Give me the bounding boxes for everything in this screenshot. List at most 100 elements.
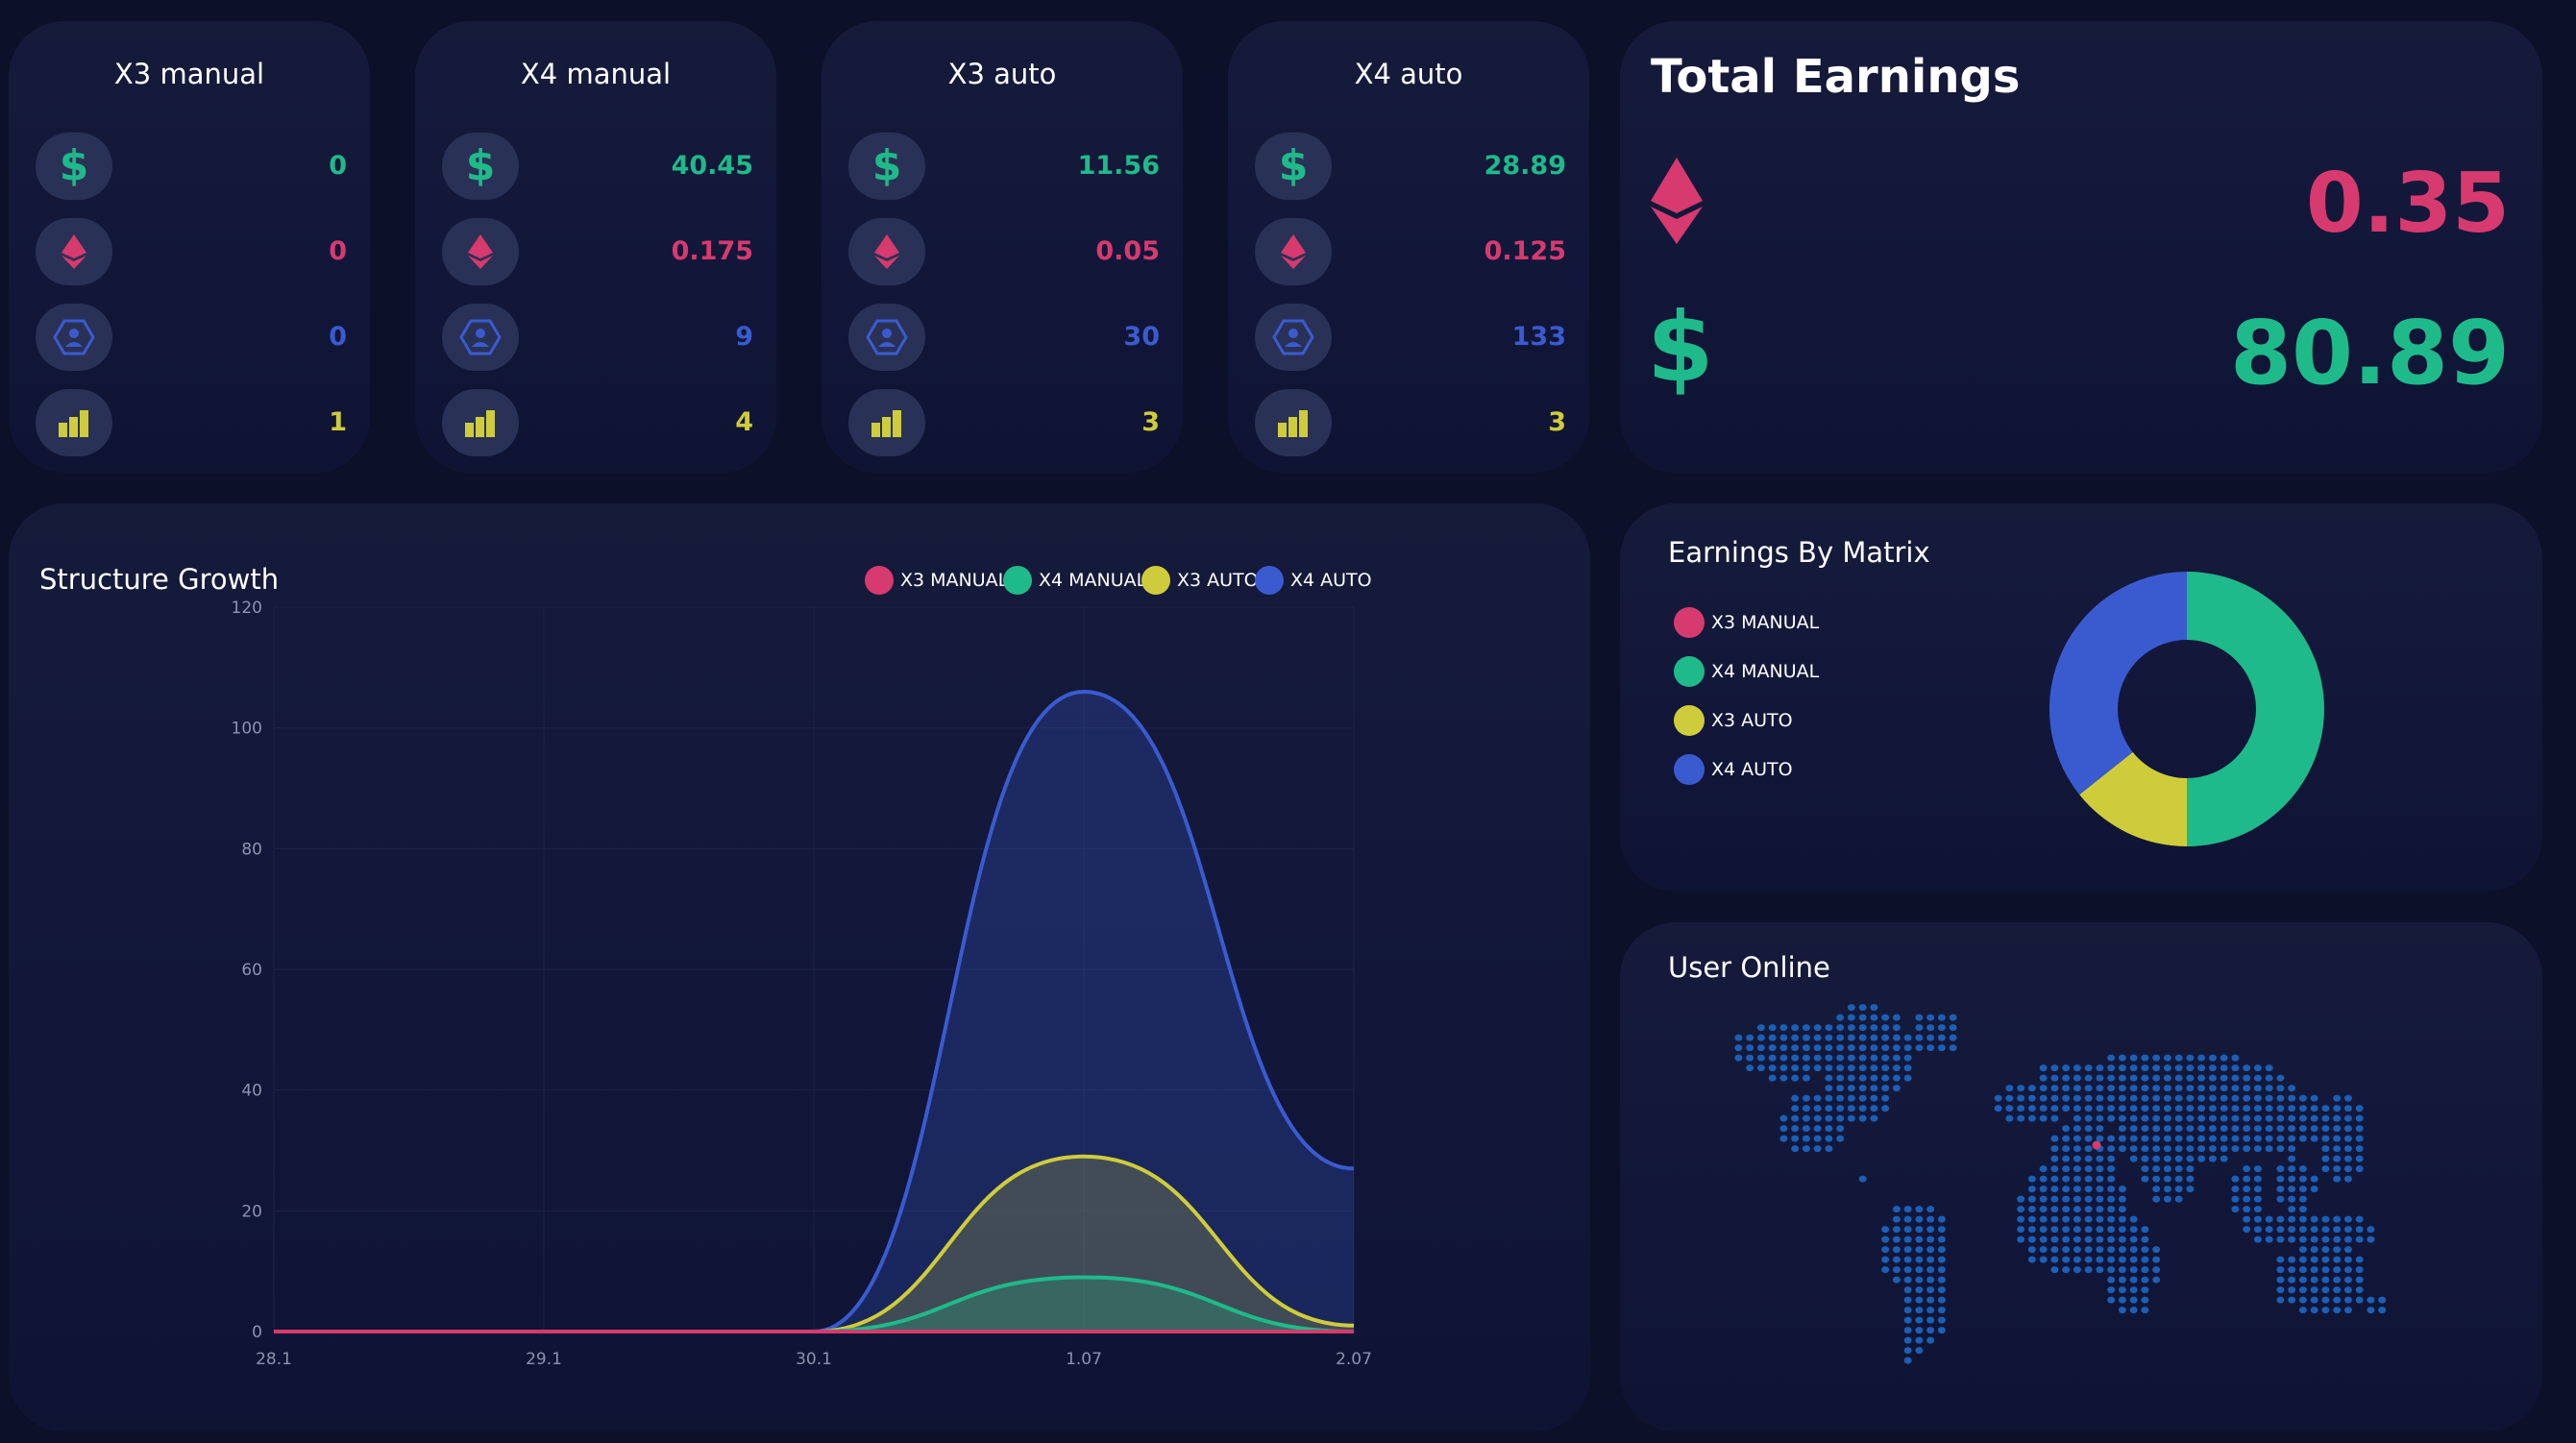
series-area	[274, 1277, 1354, 1332]
matrix-card-x4-manual: X4 manual $ 40.45 0.175 9 4	[415, 21, 776, 473]
total-earnings-title: Total Earnings	[1651, 50, 2021, 104]
structure-growth-title: Structure Growth	[39, 563, 280, 596]
partners-value: 9	[735, 322, 753, 352]
legend-x3-manual[interactable]: X3 MANUAL	[865, 566, 1008, 595]
levels-row: 1	[36, 389, 347, 456]
matrix-card-x3-auto: X3 auto $ 11.56 0.05 30 3	[822, 21, 1183, 473]
y-tick-label: 0	[252, 1323, 262, 1342]
structure-growth-panel: Structure Growth X3 MANUAL X4 MANUAL X3 …	[9, 503, 1590, 1431]
earnings-donut-chart	[2049, 572, 2324, 846]
levels-row: 4	[442, 389, 753, 456]
legend-x3-manual[interactable]: X3 MANUAL	[1674, 607, 1819, 638]
legend-label: X3 AUTO	[1177, 570, 1259, 591]
dollar-icon: $	[36, 133, 112, 200]
legend-label: X4 MANUAL	[1711, 661, 1820, 682]
eth-value: 0.175	[671, 236, 753, 266]
levels-icon	[1255, 389, 1332, 456]
partners-icon	[36, 304, 112, 371]
donut-slice[interactable]	[2049, 572, 2187, 795]
legend-dot	[865, 566, 894, 595]
legend-label: X4 AUTO	[1711, 759, 1793, 780]
partners-row: 30	[848, 304, 1160, 371]
total-eth-value: 0.35	[2305, 156, 2510, 252]
legend-x3-auto[interactable]: X3 AUTO	[1141, 566, 1259, 595]
ethereum-icon	[848, 218, 925, 285]
partners-icon	[1255, 304, 1332, 371]
partners-row: 133	[1255, 304, 1566, 371]
eth-row: 0.125	[1255, 218, 1566, 285]
legend-x4-auto[interactable]: X4 AUTO	[1255, 566, 1372, 595]
ethereum-icon	[1651, 158, 1703, 248]
eth-value: 0.125	[1484, 236, 1566, 266]
levels-value: 1	[329, 407, 347, 437]
earnings-by-matrix-panel: Earnings By Matrix X3 MANUAL X4 MANUAL X…	[1620, 503, 2542, 892]
partners-value: 133	[1511, 322, 1566, 352]
dollar-icon: $	[1255, 133, 1332, 200]
ethereum-icon	[36, 218, 112, 285]
levels-row: 3	[1255, 389, 1566, 456]
usd-value: 28.89	[1484, 151, 1566, 181]
usd-value: 11.56	[1077, 151, 1160, 181]
world-map-icon	[1734, 1004, 2387, 1364]
legend-x3-auto[interactable]: X3 AUTO	[1674, 705, 1793, 736]
dollar-icon: $	[848, 133, 925, 200]
dollar-icon: $	[442, 133, 519, 200]
x-tick-label: 30.1	[796, 1350, 832, 1369]
usd-value: 40.45	[671, 151, 753, 181]
legend-label: X4 AUTO	[1290, 570, 1372, 591]
matrix-card-x4-auto: X4 auto $ 28.89 0.125 133 3	[1228, 21, 1589, 473]
user-online-title: User Online	[1668, 951, 1830, 984]
partners-icon	[848, 304, 925, 371]
card-title: X3 manual	[113, 58, 265, 90]
legend-x4-manual[interactable]: X4 MANUAL	[1003, 566, 1146, 595]
legend-dot	[1674, 656, 1705, 687]
y-tick-label: 20	[241, 1202, 262, 1221]
x-tick-label: 28.1	[256, 1350, 292, 1369]
donut-slice[interactable]	[2187, 572, 2324, 846]
y-tick-label: 100	[232, 720, 262, 739]
total-usd-value: 80.89	[2229, 302, 2510, 404]
eth-row: 0.175	[442, 218, 753, 285]
legend-dot	[1674, 607, 1705, 638]
levels-icon	[442, 389, 519, 456]
legend-label: X3 AUTO	[1711, 710, 1793, 731]
partners-icon	[442, 304, 519, 371]
levels-value: 3	[1141, 407, 1160, 437]
card-title: X3 auto	[947, 58, 1057, 90]
legend-label: X3 MANUAL	[1711, 612, 1820, 633]
usd-row: $ 11.56	[848, 133, 1160, 200]
legend-x4-manual[interactable]: X4 MANUAL	[1674, 656, 1819, 687]
x-tick-label: 1.07	[1066, 1350, 1102, 1369]
legend-dot	[1003, 566, 1032, 595]
eth-value: 0.05	[1095, 236, 1160, 266]
user-online-panel: User Online	[1620, 922, 2542, 1431]
y-tick-label: 80	[241, 840, 262, 859]
partners-row: 9	[442, 304, 753, 371]
levels-row: 3	[848, 389, 1160, 456]
legend-dot	[1141, 566, 1170, 595]
earnings-by-matrix-title: Earnings By Matrix	[1668, 536, 1930, 569]
eth-value: 0	[329, 236, 347, 266]
y-tick-label: 120	[232, 599, 262, 618]
series-area	[274, 1156, 1354, 1332]
legend-label: X3 MANUAL	[900, 570, 1009, 591]
ethereum-icon	[442, 218, 519, 285]
eth-row: 0.05	[848, 218, 1160, 285]
card-title: X4 auto	[1354, 58, 1463, 90]
donut-slice[interactable]	[2079, 751, 2187, 846]
usd-value: 0	[329, 151, 347, 181]
dollar-icon: $	[1647, 291, 1714, 404]
levels-value: 3	[1548, 407, 1566, 437]
legend-x4-auto[interactable]: X4 AUTO	[1674, 754, 1793, 785]
matrix-card-x3-manual: X3 manual $ 0 0 0 1	[9, 21, 370, 473]
partners-value: 0	[329, 322, 347, 352]
legend-label: X4 MANUAL	[1039, 570, 1147, 591]
usd-row: $ 40.45	[442, 133, 753, 200]
x-tick-label: 29.1	[526, 1350, 562, 1369]
y-tick-label: 40	[241, 1082, 262, 1101]
card-title: X4 manual	[520, 58, 672, 90]
legend-dot	[1255, 566, 1284, 595]
legend-dot	[1674, 705, 1705, 736]
legend-dot	[1674, 754, 1705, 785]
ethereum-icon	[1255, 218, 1332, 285]
